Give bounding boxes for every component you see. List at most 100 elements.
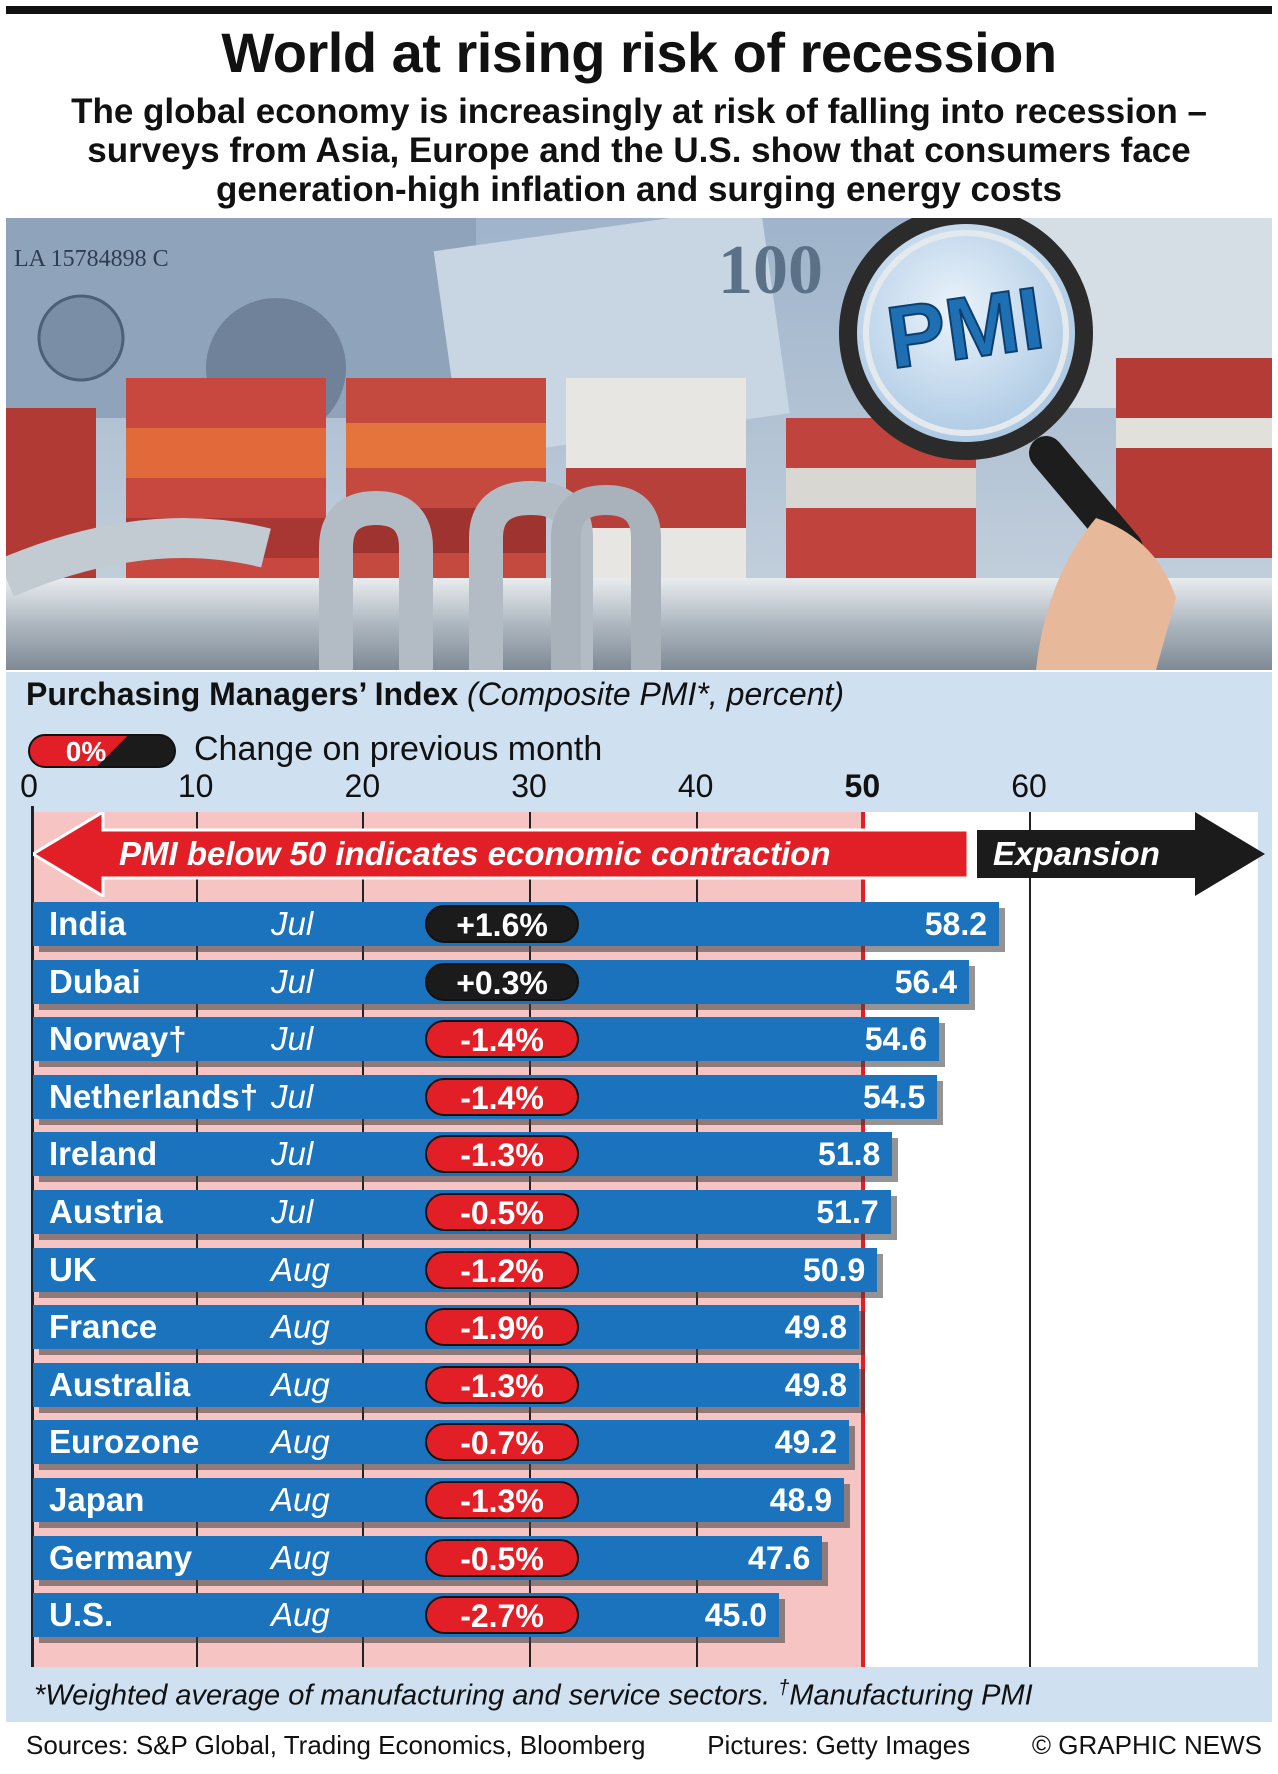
month-label: Aug xyxy=(271,1538,330,1576)
country-label: France xyxy=(49,1308,158,1346)
month-label: Aug xyxy=(271,1481,330,1518)
month-label: Aug xyxy=(271,1308,330,1346)
contraction-label: PMI below 50 indicates economic contract… xyxy=(119,835,831,872)
change-badge: -1.3% xyxy=(425,1135,579,1174)
country-label: U.S. xyxy=(49,1596,114,1634)
value-label: 45.0 xyxy=(704,1597,767,1634)
month-label: Jul xyxy=(271,1077,314,1115)
change-badge: -0.5% xyxy=(425,1193,579,1231)
change-badge: -1.3% xyxy=(425,1481,579,1519)
top-rule xyxy=(6,6,1272,14)
chart-title-line: Purchasing Managers’ Index (Composite PM… xyxy=(26,676,844,713)
page-subtitle: The global economy is increasingly at ri… xyxy=(71,92,1207,209)
threshold-line-50 xyxy=(861,812,866,1667)
change-badge: -1.4% xyxy=(425,1077,579,1116)
photo-collage-illustration: LA 15784898 C 100 xyxy=(6,218,1272,670)
country-label: Austria xyxy=(49,1193,163,1230)
change-badge: -2.7% xyxy=(425,1596,579,1635)
value-label: 54.6 xyxy=(864,1021,927,1058)
month-label: Jul xyxy=(271,1193,314,1230)
expansion-label: Expansion xyxy=(993,835,1160,872)
x-tick-label: 20 xyxy=(344,768,381,804)
value-label: 49.2 xyxy=(774,1424,837,1461)
legend-label: Change on previous month xyxy=(194,730,603,768)
publisher-credit: © GRAPHIC NEWS xyxy=(1031,1730,1262,1760)
bar-row: Netherlands† Jul -1.4% 54.5 xyxy=(33,1074,938,1119)
change-badge: -1.2% xyxy=(425,1250,579,1289)
gridline xyxy=(195,812,198,1667)
value-label: 51.8 xyxy=(818,1136,881,1173)
legend-swatch-text: 0% xyxy=(65,736,107,767)
bar-row: Eurozone Aug -0.7% 49.2 xyxy=(33,1420,849,1465)
x-tick-label: 0 xyxy=(20,768,38,804)
bar-row: Austria Jul -0.5% 51.7 xyxy=(33,1190,891,1234)
country-label: UK xyxy=(49,1250,97,1288)
banknote-value: 100 xyxy=(718,232,823,309)
bar-row: Japan Aug -1.3% 48.9 xyxy=(33,1478,844,1522)
value-label: 56.4 xyxy=(894,963,957,1000)
value-label: 51.7 xyxy=(816,1194,879,1230)
month-label: Jul xyxy=(271,905,314,942)
bar xyxy=(33,1593,779,1638)
change-badge: -1.3% xyxy=(425,1365,579,1404)
month-label: Aug xyxy=(271,1423,330,1461)
banknote-serial: LA 15784898 C xyxy=(14,246,169,272)
x-tick-label: 40 xyxy=(677,768,714,804)
change-badge: -1.4% xyxy=(425,1020,579,1059)
month-label: Jul xyxy=(271,1020,314,1058)
bar-row: India Jul +1.6% 58.2 xyxy=(33,902,999,946)
contraction-zone xyxy=(33,812,863,1667)
sources-text: Sources: S&P Global, Trading Economics, … xyxy=(26,1730,646,1760)
bar-row: France Aug -1.9% 49.8 xyxy=(33,1305,859,1350)
bar-row: U.S. Aug -2.7% 45.0 xyxy=(33,1593,779,1638)
value-label: 50.9 xyxy=(803,1251,866,1288)
change-badge: -0.5% xyxy=(425,1538,579,1577)
month-label: Aug xyxy=(271,1596,330,1634)
value-label: 58.2 xyxy=(924,906,987,942)
month-label: Jul xyxy=(271,1135,314,1173)
gridline xyxy=(529,812,531,1667)
magnifying-glass-icon: PMI xyxy=(839,218,1176,670)
expansion-arrow xyxy=(977,812,1265,896)
chart-title: Purchasing Managers’ Index xyxy=(26,676,459,712)
value-label: 47.6 xyxy=(748,1539,811,1576)
pmi-lens-text: PMI xyxy=(881,268,1050,388)
x-tick-label: 50 xyxy=(844,768,881,804)
country-label: Australia xyxy=(49,1365,191,1403)
y-axis-line xyxy=(31,806,34,1667)
bar-row: Germany Aug -0.5% 47.6 xyxy=(33,1535,823,1580)
gridline xyxy=(695,812,698,1667)
country-label: Eurozone xyxy=(49,1423,200,1461)
value-label: 49.8 xyxy=(784,1309,847,1346)
pictures-credit: Pictures: Getty Images xyxy=(707,1730,971,1760)
credits-bar: Sources: S&P Global, Trading Economics, … xyxy=(26,1730,1262,1761)
bar-row: Ireland Jul -1.3% 51.8 xyxy=(33,1132,893,1177)
legend-swatch: 0% xyxy=(28,734,176,768)
country-label: Japan xyxy=(49,1481,145,1518)
header-photo: LA 15784898 C 100 xyxy=(6,218,1272,670)
change-badge: +0.3% xyxy=(425,962,579,1001)
page-title: World at rising risk of recession xyxy=(221,21,1057,84)
footnote-dagger-text: Manufacturing PMI xyxy=(789,1679,1033,1712)
gridline xyxy=(362,812,365,1667)
bar-row: Australia Aug -1.3% 49.8 xyxy=(33,1362,859,1407)
change-badge: -1.9% xyxy=(425,1308,579,1347)
zone-arrows: PMI below 50 indicates economic contract… xyxy=(33,812,1265,897)
bar-row: Norway† Jul -1.4% 54.6 xyxy=(33,1017,939,1062)
value-label: 48.9 xyxy=(769,1482,832,1518)
footnote-main: *Weighted average of manufacturing and s… xyxy=(34,1679,771,1712)
country-label: Dubai xyxy=(49,962,141,1000)
x-tick-label: 60 xyxy=(1011,768,1047,804)
country-label: Netherlands† xyxy=(49,1077,259,1115)
footnote-dagger-mark: † xyxy=(778,1677,790,1699)
footnote: *Weighted average of manufacturing and s… xyxy=(34,1677,1033,1713)
bar-row: Dubai Jul +0.3% 56.4 xyxy=(33,959,969,1004)
contraction-arrow xyxy=(33,812,970,897)
bar-row: UK Aug -1.2% 50.9 xyxy=(33,1247,878,1292)
change-badge: -0.7% xyxy=(425,1423,579,1462)
country-label: Norway† xyxy=(49,1020,187,1058)
month-label: Jul xyxy=(271,962,314,1000)
month-label: Aug xyxy=(271,1250,330,1288)
x-tick-label: 10 xyxy=(177,768,214,804)
